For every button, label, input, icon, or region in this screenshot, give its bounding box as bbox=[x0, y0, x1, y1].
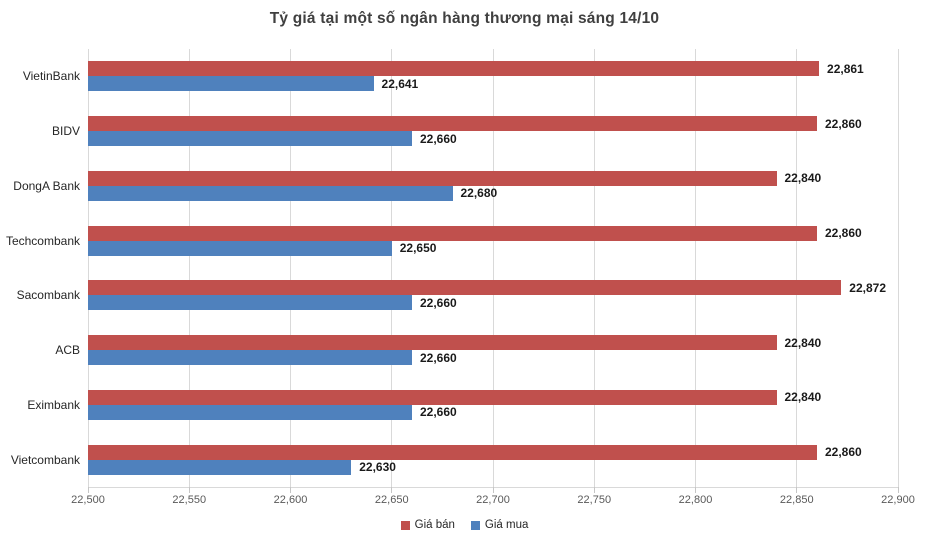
buy-price-bar bbox=[88, 185, 453, 201]
bar-value-label: 22,650 bbox=[399, 241, 437, 256]
bar-row: 22,860 22,630 bbox=[88, 432, 898, 487]
category-label: BIDV bbox=[51, 124, 80, 139]
gridline bbox=[897, 49, 899, 487]
bar-value-label: 22,660 bbox=[420, 405, 457, 420]
bar-value-label: 22,840 bbox=[784, 335, 822, 350]
x-tick-label: 22,700 bbox=[476, 494, 510, 506]
buy-price-bar bbox=[88, 404, 412, 420]
sell-price-bar bbox=[88, 335, 777, 351]
gridline bbox=[188, 49, 190, 487]
buy-price-bar bbox=[88, 131, 412, 147]
x-tick-label: 22,650 bbox=[374, 494, 409, 506]
axis-tick bbox=[87, 487, 89, 493]
gridline bbox=[695, 49, 696, 487]
axis-tick bbox=[188, 487, 190, 493]
axis-tick bbox=[897, 487, 899, 493]
chart-title: Tỷ giá tại một số ngân hàng thương mại s… bbox=[269, 10, 660, 27]
bar-row: 22,860 22,660 bbox=[88, 104, 898, 159]
buy-price-bar bbox=[88, 240, 392, 256]
x-tick-label: 22,850 bbox=[779, 494, 814, 506]
gridline bbox=[87, 49, 89, 487]
legend-item: Giá bán bbox=[400, 519, 455, 531]
bar-value-label: 22,680 bbox=[460, 186, 498, 201]
legend: Giá bán Giá mua bbox=[0, 519, 929, 531]
bar-row: 22,840 22,660 bbox=[88, 323, 898, 378]
sell-price-bar bbox=[88, 225, 817, 241]
category-label: Vietcombank bbox=[10, 452, 80, 467]
bar-value-label: 22,840 bbox=[784, 390, 822, 405]
bar-row: 22,872 22,660 bbox=[88, 268, 898, 323]
bar-value-label: 22,861 bbox=[827, 61, 864, 76]
category-label: ACB bbox=[55, 343, 80, 358]
sell-price-bar bbox=[88, 116, 817, 132]
buy-price-bar bbox=[88, 76, 374, 92]
gridline bbox=[593, 49, 595, 487]
sell-price-bar bbox=[88, 170, 777, 186]
legend-swatch-icon bbox=[470, 520, 480, 530]
axis-tick bbox=[290, 487, 291, 493]
bar-value-label: 22,840 bbox=[784, 171, 822, 186]
bar-value-label: 22,660 bbox=[420, 131, 457, 146]
bar-value-label: 22,630 bbox=[359, 460, 396, 475]
category-label: Eximbank bbox=[27, 397, 80, 412]
axis-tick bbox=[796, 487, 798, 493]
bar-value-label: 22,872 bbox=[849, 280, 886, 295]
axis-tick bbox=[695, 487, 696, 493]
category-label: Sacombank bbox=[16, 288, 80, 303]
buy-price-bar bbox=[88, 295, 412, 311]
sell-price-bar bbox=[88, 61, 820, 77]
legend-item: Giá mua bbox=[470, 519, 529, 531]
buy-price-bar bbox=[88, 459, 352, 475]
legend-swatch-icon bbox=[400, 520, 410, 530]
gridline bbox=[492, 49, 494, 487]
x-tick-label: 22,500 bbox=[71, 494, 105, 506]
bar-row: 22,840 22,680 bbox=[88, 159, 898, 214]
sell-price-bar bbox=[88, 280, 842, 296]
bar-row: 22,861 22,641 bbox=[88, 49, 898, 104]
bar-row: 22,860 22,650 bbox=[88, 213, 898, 268]
gridline bbox=[796, 49, 798, 487]
gridline bbox=[391, 49, 393, 487]
legend-label: Giá mua bbox=[484, 519, 529, 531]
bar-value-label: 22,860 bbox=[825, 445, 862, 460]
gridline bbox=[290, 49, 291, 487]
sell-price-bar bbox=[88, 444, 817, 460]
axis-tick bbox=[593, 487, 595, 493]
bar-value-label: 22,860 bbox=[825, 116, 862, 131]
legend-label: Giá bán bbox=[414, 519, 455, 531]
bar-value-label: 22,660 bbox=[420, 350, 457, 365]
sell-price-bar bbox=[88, 389, 777, 405]
category-label: Techcombank bbox=[5, 233, 80, 248]
axis-tick bbox=[492, 487, 494, 493]
buy-price-bar bbox=[88, 350, 412, 366]
bar-value-label: 22,660 bbox=[420, 295, 457, 310]
plot-area: 22,861 22,641 22,860 22,660 22,840 22,680 22,8… bbox=[87, 49, 899, 493]
bar-value-label: 22,641 bbox=[381, 76, 419, 91]
axis-tick bbox=[391, 487, 393, 493]
x-tick-label: 22,900 bbox=[881, 494, 915, 506]
x-tick-label: 22,550 bbox=[172, 494, 207, 506]
x-tick-label: 22,750 bbox=[577, 494, 612, 506]
bar-value-label: 22,860 bbox=[825, 226, 862, 241]
category-label: VietinBank bbox=[22, 69, 80, 84]
bar-row: 22,840 22,660 bbox=[88, 378, 898, 433]
x-tick-label: 22,600 bbox=[273, 494, 308, 506]
category-label: DongA Bank bbox=[13, 178, 80, 193]
x-tick-label: 22,800 bbox=[678, 494, 713, 506]
